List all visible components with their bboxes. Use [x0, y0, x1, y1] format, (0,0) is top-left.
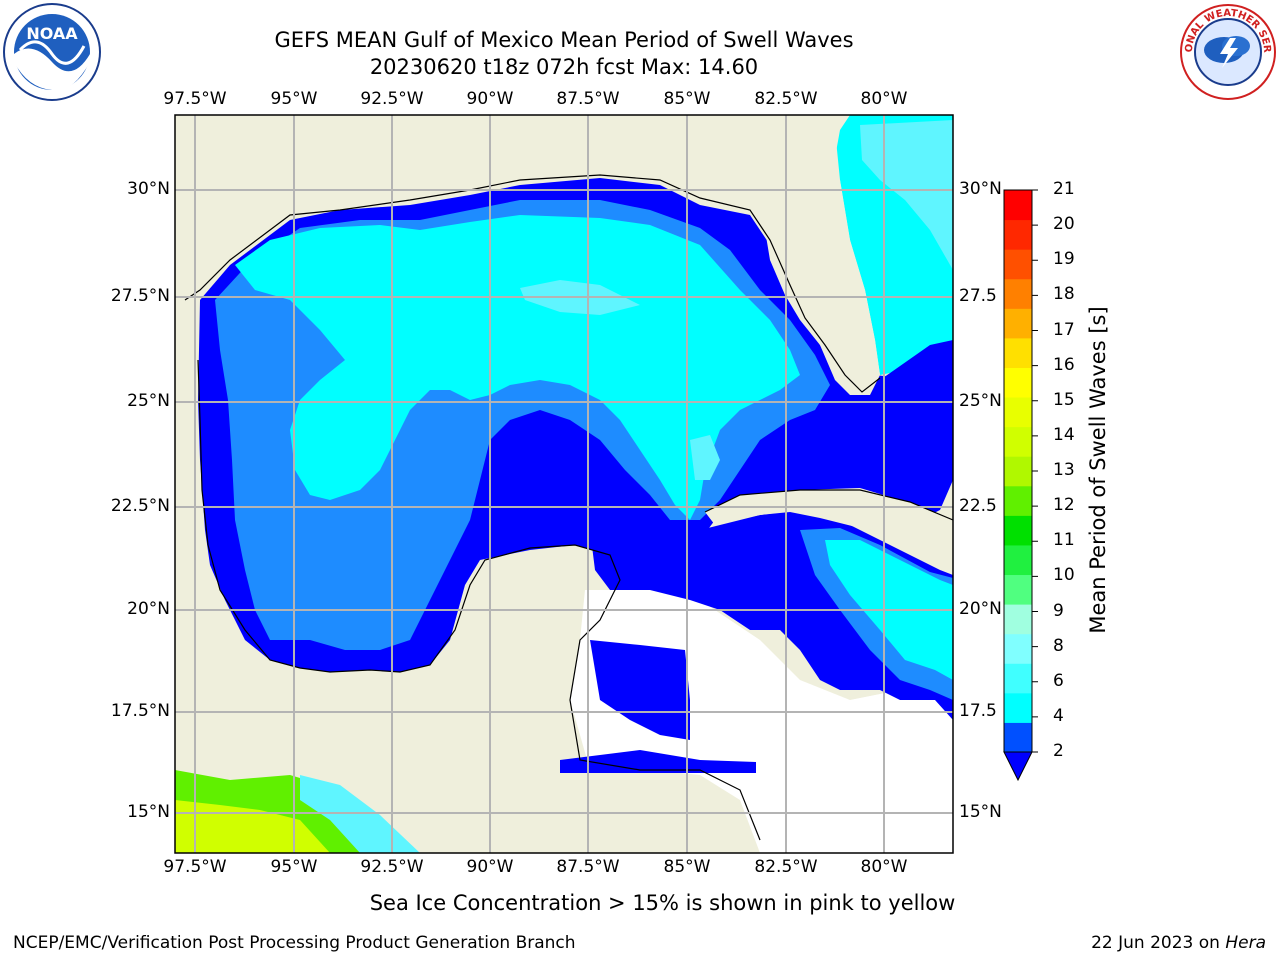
caribbean-south-patch [590, 640, 690, 740]
gulf-swell-8-9s-south [690, 435, 720, 480]
map-subtitle: 20230620 t18z 072h fcst Max: 14.60 [369, 55, 759, 79]
noaa-logo: NOAA [2, 2, 102, 102]
colorbar-tick-label: 6 [1053, 670, 1064, 691]
colorbar-segment [1004, 397, 1032, 428]
lat-tick-left: 20°N [127, 599, 170, 619]
svg-text:NOAA: NOAA [26, 24, 78, 43]
lat-tick-right: 27.5 [959, 286, 997, 306]
map-gridlines [175, 115, 953, 853]
colorbar-segment [1004, 692, 1032, 723]
colorbar-tick-label: 8 [1053, 635, 1064, 656]
bahamas-swell-2-4s [875, 340, 953, 495]
colorbar-tick-label: 12 [1053, 495, 1075, 516]
lon-tick-top: 95°W [270, 89, 318, 109]
lat-tick-right: 17.5 [959, 701, 997, 721]
lat-tick-right: 30°N [959, 179, 1002, 199]
lon-tick-bottom: 92.5°W [360, 857, 424, 877]
florida-land [760, 115, 880, 395]
lat-tick-right: 22.5 [959, 496, 997, 516]
lon-tick-bottom: 80°W [860, 857, 908, 877]
gulf-coastline [184, 174, 881, 393]
colorbar-segment [1004, 574, 1032, 605]
colorbar-segment [1004, 456, 1032, 487]
colorbar-segment [1004, 249, 1032, 280]
colorbar-segment [1004, 604, 1032, 635]
map-area [175, 115, 953, 853]
colorbar-tick-label: 4 [1053, 705, 1064, 726]
lat-tick-left: 30°N [127, 179, 170, 199]
colorbar-tick-label: 14 [1053, 424, 1075, 445]
colorbar-segment [1004, 337, 1032, 368]
lon-tick-bottom: 97.5°W [163, 857, 227, 877]
colorbar-segment [1004, 663, 1032, 694]
colorbar-label: Mean Period of Swell Waves [s] [1086, 306, 1110, 634]
lat-tick-left: 17.5°N [110, 701, 170, 721]
footer-branch: NCEP/EMC/Verification Post Processing Pr… [13, 933, 576, 953]
lon-tick-bottom: 85°W [663, 857, 711, 877]
lat-tick-left: 25°N [127, 391, 170, 411]
colorbar-tick-label: 15 [1053, 389, 1075, 410]
lat-tick-right: 20°N [959, 599, 1002, 619]
lon-tick-top: 92.5°W [360, 89, 424, 109]
colorbar-tick-label: 11 [1053, 530, 1075, 551]
lon-tick-bottom: 95°W [270, 857, 318, 877]
nws-logo: NATIONAL WEATHER SERVICE [1174, 0, 1278, 102]
colorbar-tick-label: 21 [1053, 179, 1075, 199]
lat-tick-left: 22.5°N [110, 496, 170, 516]
colorbar-under-arrow [1003, 751, 1033, 782]
lon-tick-top: 82.5°W [754, 89, 818, 109]
colorbar-segment [1004, 308, 1032, 339]
map-frame [174, 114, 954, 854]
colorbar-segment [1004, 633, 1032, 664]
colorbar-tick-label: 9 [1053, 600, 1064, 621]
lat-tick-left: 15°N [127, 802, 170, 822]
map-title: GEFS MEAN Gulf of Mexico Mean Period of … [274, 28, 854, 52]
footer-host: Hera [1225, 933, 1266, 953]
honduras-coast-patch [560, 750, 756, 773]
mexico-coastline [197, 359, 761, 841]
lon-tick-bottom: 90°W [466, 857, 514, 877]
colorbar-tick-label: 16 [1053, 354, 1075, 375]
colorbar-tick-label: 2 [1053, 741, 1064, 761]
footer-date-text: 22 Jun 2023 on [1091, 933, 1226, 953]
sea-ice-note: Sea Ice Concentration > 15% is shown in … [369, 891, 956, 915]
footer-date: 22 Jun 2023 on Hera [1091, 933, 1266, 953]
colorbar-segment [1004, 426, 1032, 457]
lon-tick-bottom: 87.5°W [556, 857, 620, 877]
lat-tick-right: 25°N [959, 391, 1002, 411]
colorbar-segment [1004, 515, 1032, 546]
cuba-coastline [704, 489, 953, 521]
colorbar-tick-label: 17 [1053, 319, 1075, 340]
lon-tick-top: 87.5°W [556, 89, 620, 109]
lat-tick-left: 27.5°N [110, 286, 170, 306]
colorbar [1003, 189, 1038, 782]
colorbar-segment [1004, 367, 1032, 398]
colorbar-segment [1004, 485, 1032, 516]
lon-tick-bottom: 82.5°W [754, 857, 818, 877]
colorbar-tick-label: 10 [1053, 565, 1075, 586]
colorbar-segment [1004, 544, 1032, 576]
colorbar-segment [1004, 219, 1032, 250]
colorbar-segment [1004, 722, 1032, 753]
colorbar-tick-label: 20 [1053, 214, 1075, 235]
colorbar-segment [1004, 278, 1032, 309]
colorbar-tick-label: 18 [1053, 284, 1075, 305]
gulf-swell-6-8s [235, 215, 800, 520]
colorbar-tick-label: 13 [1053, 460, 1075, 480]
lon-tick-top: 90°W [466, 89, 514, 109]
lon-tick-top: 80°W [860, 89, 908, 109]
lon-tick-top: 97.5°W [163, 89, 227, 109]
colorbar-segment [1004, 190, 1032, 221]
lon-tick-top: 85°W [663, 89, 711, 109]
lat-tick-right: 15°N [959, 802, 1002, 822]
colorbar-tick-label: 19 [1053, 249, 1075, 270]
